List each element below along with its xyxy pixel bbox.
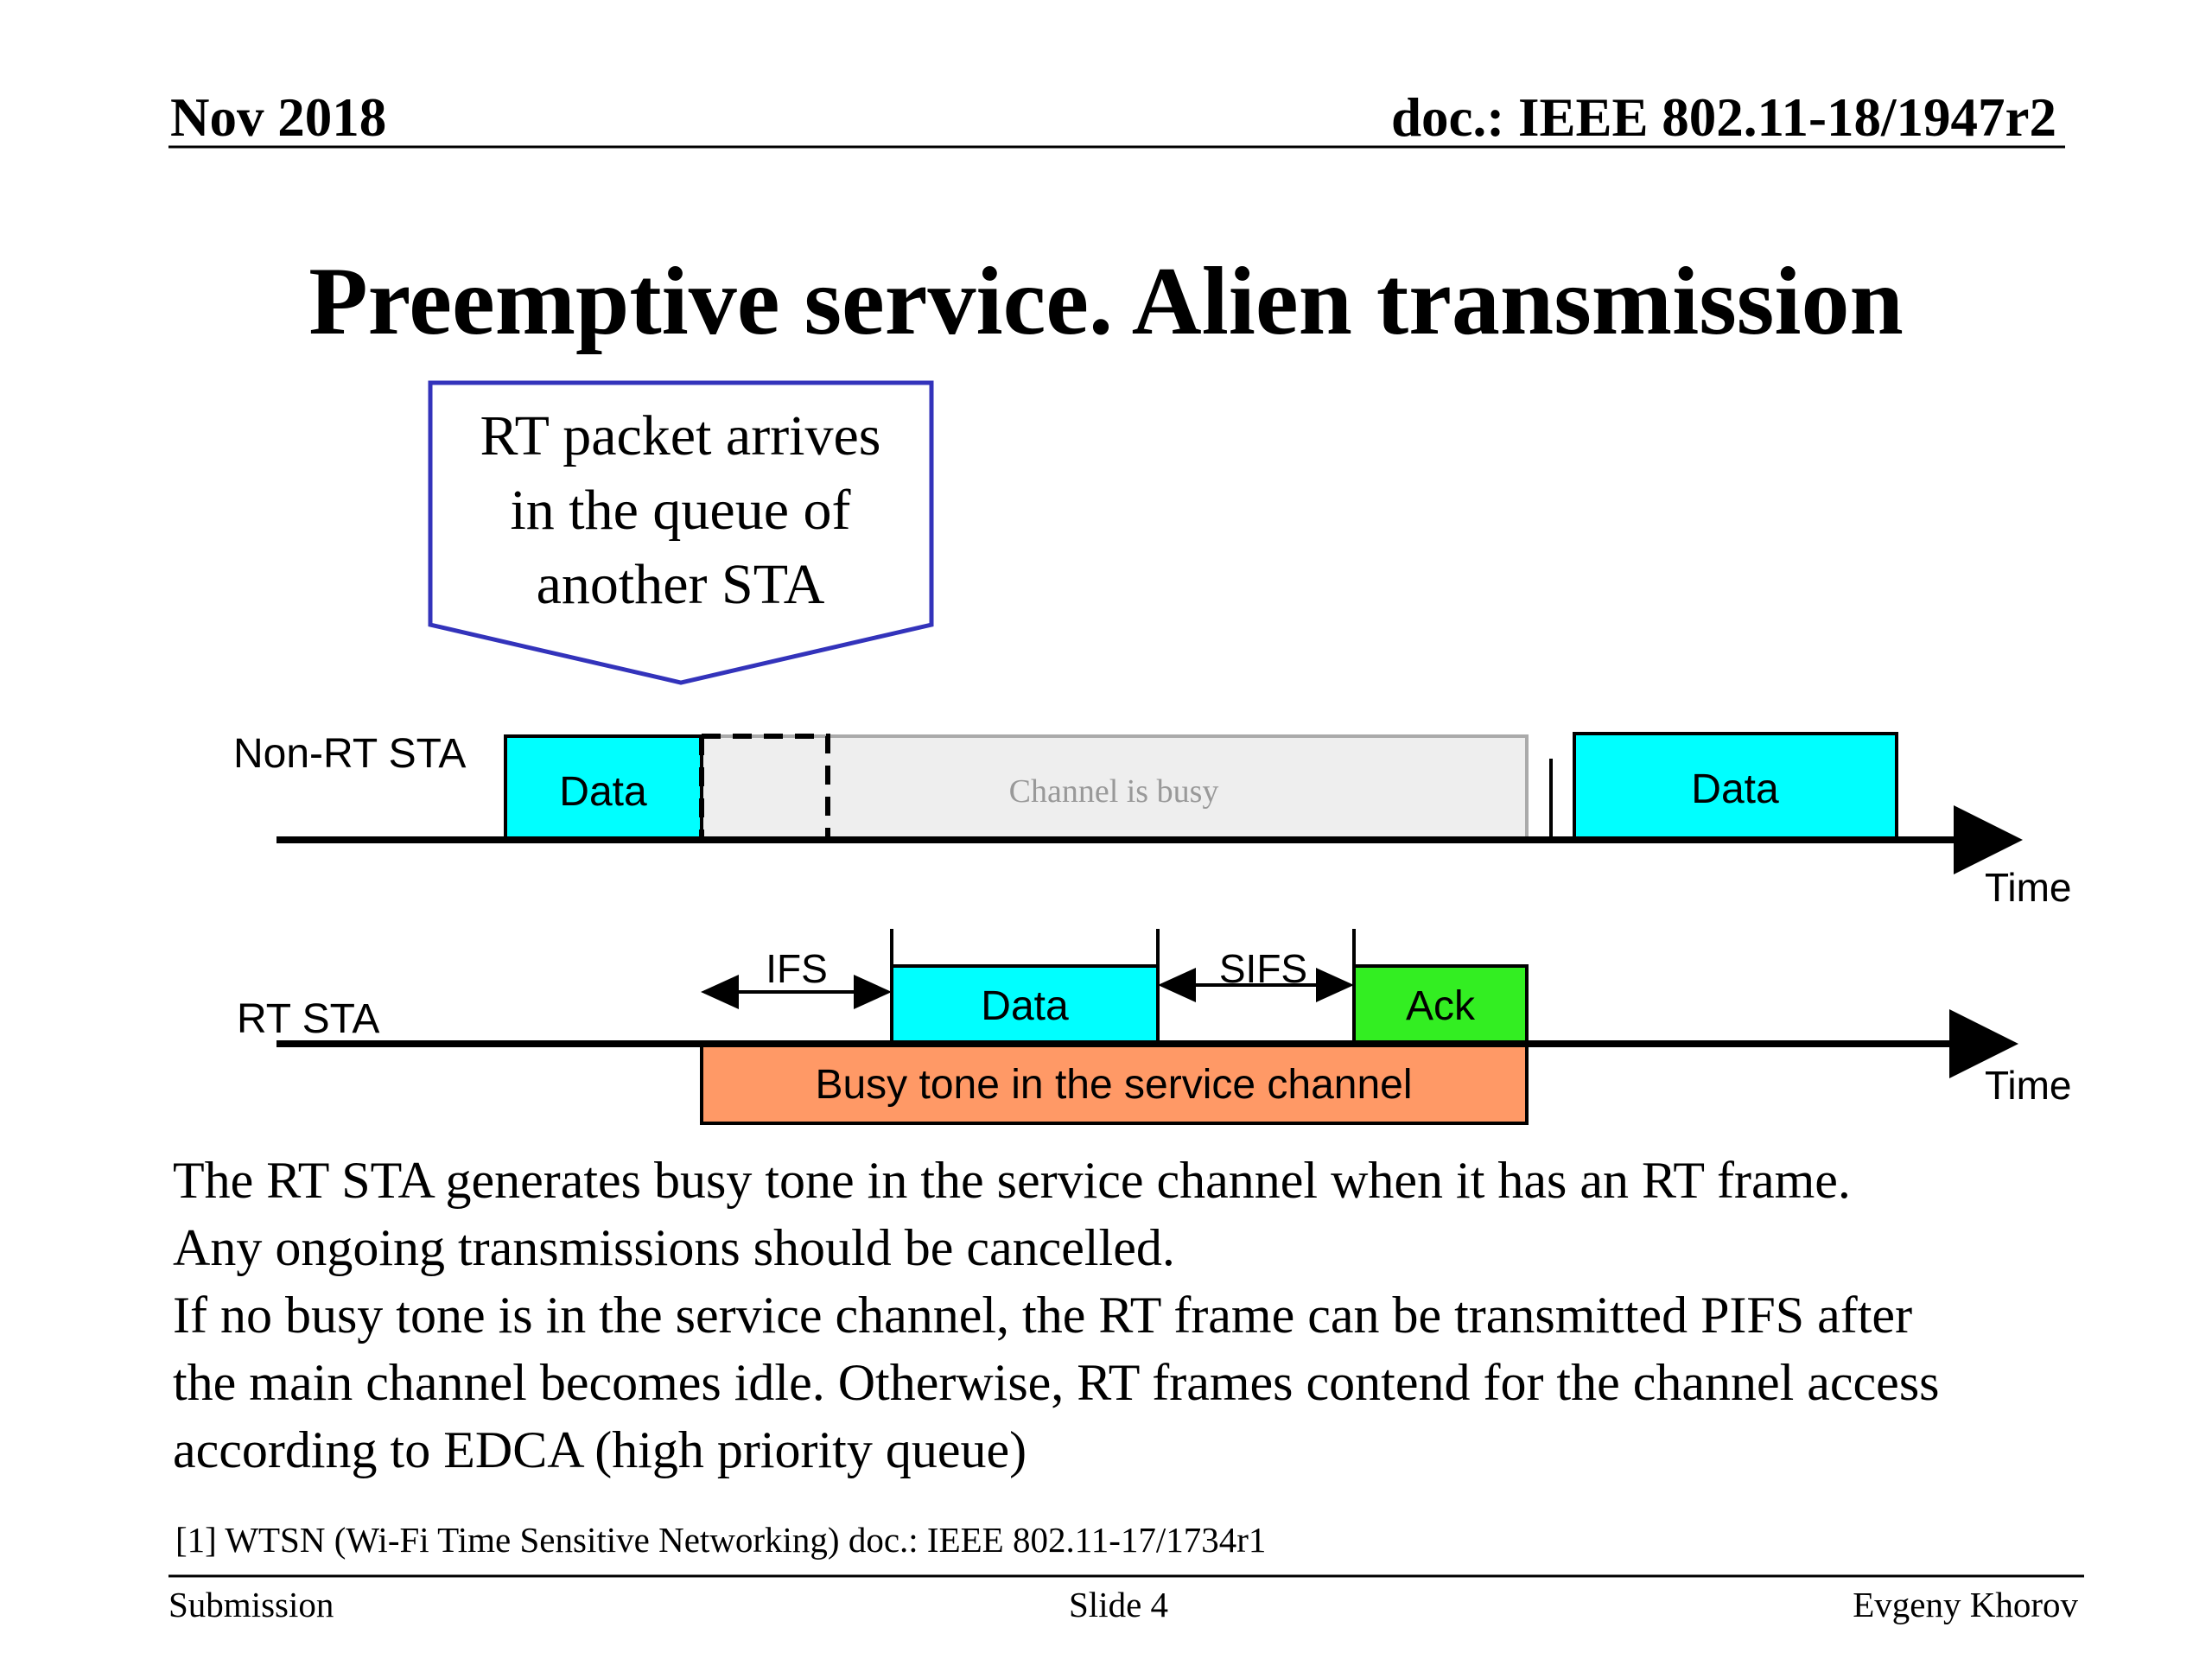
footnote: [1] WTSN (Wi-Fi Time Sensitive Networkin… [175, 1520, 1267, 1560]
slide-title: Preemptive service. Alien transmission [308, 248, 1904, 355]
header-date: Nov 2018 [170, 87, 387, 148]
non-rt-data-label-2: Data [1691, 766, 1779, 812]
busy-tone-box [700, 1042, 1529, 1125]
callout-line: in the queue of [510, 479, 851, 542]
callout-line: RT packet arrives [480, 404, 881, 467]
channel-busy-box [700, 734, 1529, 840]
rt-sta-label: RT STA [237, 996, 379, 1042]
footer-submission: Submission [168, 1585, 334, 1624]
callout-text: RT packet arrives in the queue of anothe… [432, 399, 929, 622]
body-line: The RT STA generates busy tone in the se… [173, 1152, 1851, 1209]
non-rt-sta-label: Non-RT STA [233, 731, 466, 777]
ifs-label: IFS [766, 946, 828, 991]
body-line: according to EDCA (high priority queue) [173, 1421, 1027, 1478]
body-line: the main channel becomes idle. Otherwise… [173, 1354, 1940, 1411]
body-line: Any ongoing transmissions should be canc… [173, 1219, 1175, 1276]
footer-slide-number: Slide 4 [1069, 1585, 1169, 1624]
header-doc-id: doc.: IEEE 802.11-18/1947r2 [1390, 87, 2056, 148]
non-rt-data-box-1 [504, 734, 703, 840]
busy-tone-label: Busy tone in the service channel [815, 1062, 1412, 1108]
channel-busy-label: Channel is busy [1009, 773, 1219, 810]
ack-box [1352, 964, 1529, 1047]
non-rt-data-label-1: Data [559, 769, 647, 815]
rt-data-box [890, 964, 1160, 1047]
body-line: If no busy tone is in the service channe… [173, 1287, 1913, 1344]
footer-author: Evgeny Khorov [1853, 1585, 2078, 1624]
callout-box [428, 380, 934, 685]
time-label-top: Time [1985, 865, 2072, 910]
preempted-segment-outline [702, 734, 830, 838]
time-label-bottom: Time [1985, 1063, 2072, 1108]
rt-data-label: Data [981, 983, 1069, 1029]
callout-line: another STA [536, 553, 825, 616]
sifs-label: SIFS [1219, 946, 1307, 991]
ack-label: Ack [1406, 983, 1476, 1029]
